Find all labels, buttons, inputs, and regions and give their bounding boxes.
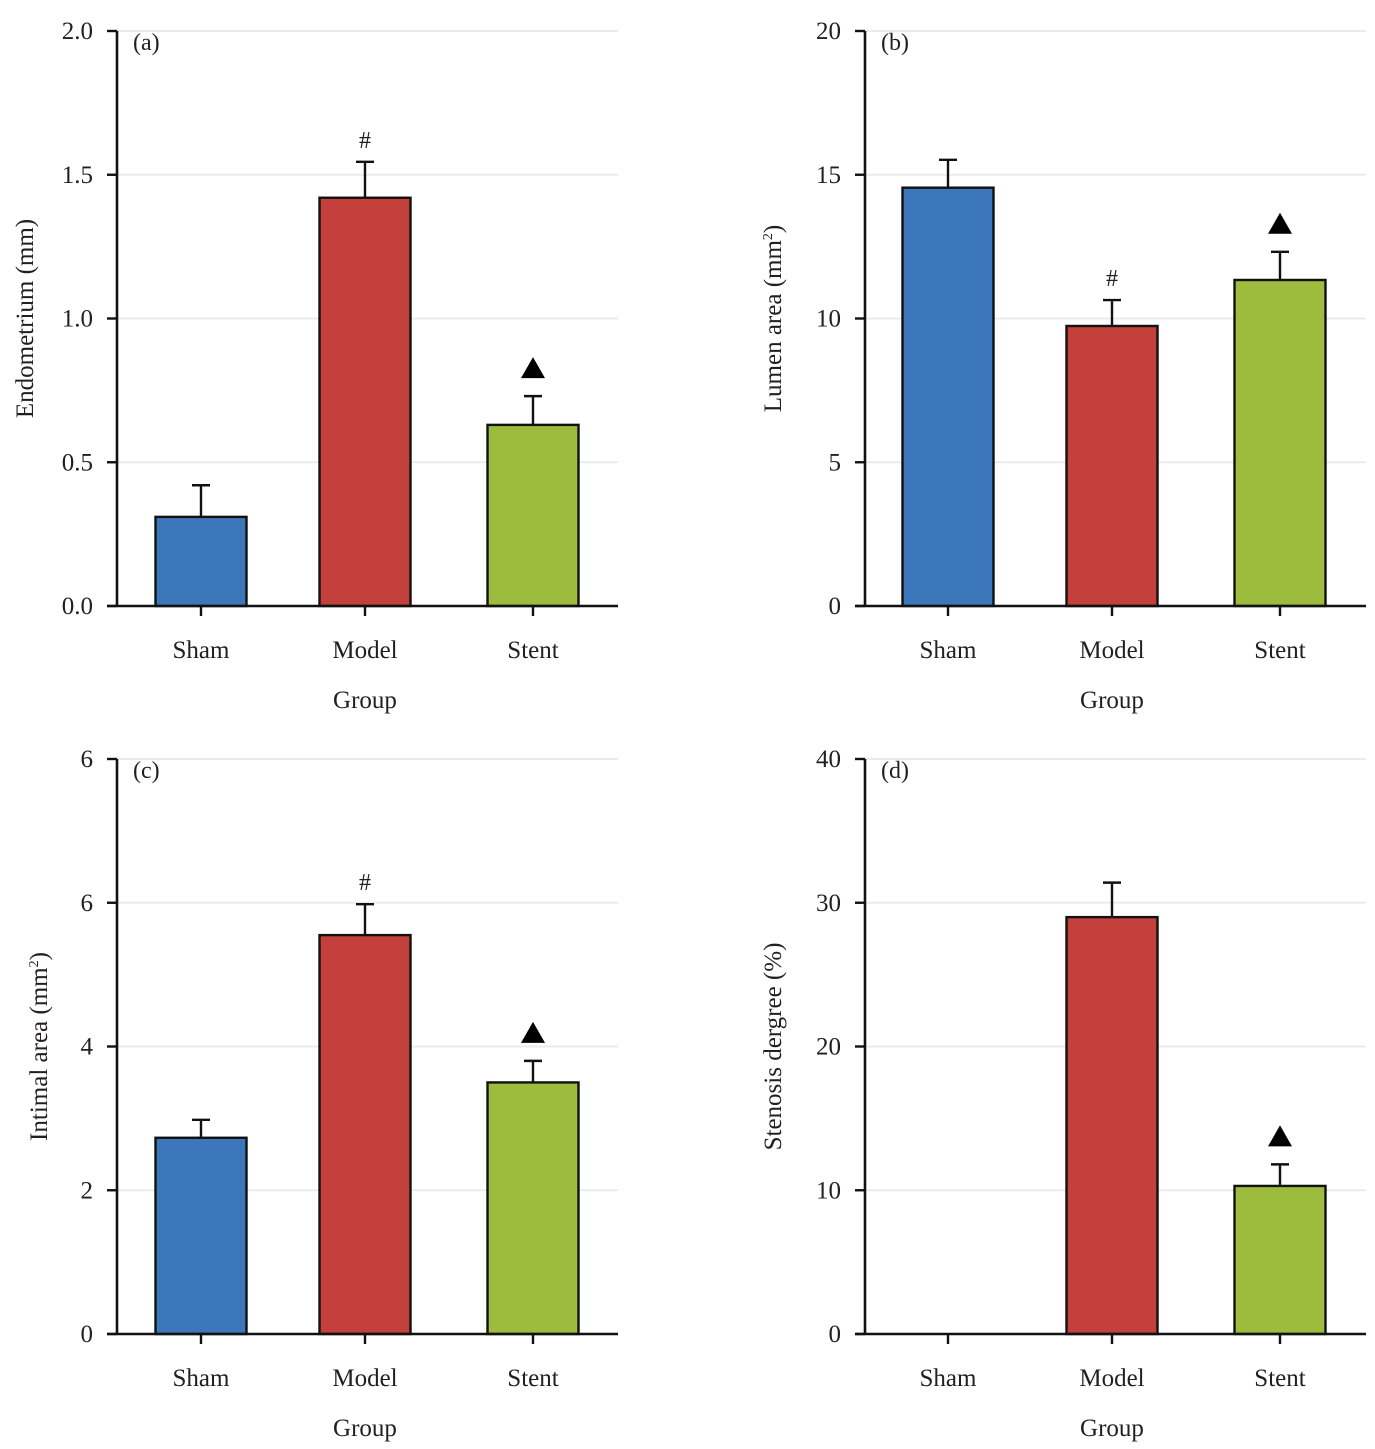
y-tick-label: 2 <box>81 1177 94 1204</box>
y-tick-label: 5 <box>829 449 842 476</box>
x-tick-label-sham: Sham <box>173 1365 231 1392</box>
axes: 0 2 4 6 6 Sham Model Stent <box>81 746 618 1392</box>
y-tick-label: 1.5 <box>62 162 93 189</box>
x-tick-label-stent: Stent <box>507 1365 558 1392</box>
chart-panel-c: #0 2 4 6 6 Sham Model Stent Group Intimal area (m… <box>26 746 618 1442</box>
significance-hash-model: # <box>1106 266 1118 292</box>
y-tick-label: 20 <box>816 1034 841 1061</box>
y-tick-label: 0.0 <box>62 593 93 620</box>
y-tick-label: 0 <box>81 1321 94 1348</box>
bars: # <box>154 870 580 1336</box>
y-tick-label: 4 <box>81 1034 94 1061</box>
y-axis-title-superscript: 2 <box>27 960 42 967</box>
y-tick-label: 6 <box>81 890 94 917</box>
panel-letter: (a) <box>133 30 160 56</box>
y-tick-label: 20 <box>816 18 841 45</box>
y-tick-label: 1.0 <box>62 306 93 333</box>
y-axis-title-main: Lumen area (mm <box>760 240 787 413</box>
axes: 0 5 10 15 20 Sham Model Stent <box>816 18 1366 664</box>
y-tick-label: 30 <box>816 890 841 917</box>
bar-stent <box>486 1081 580 1336</box>
y-tick-label: 10 <box>816 306 841 333</box>
y-tick-label: 10 <box>816 1177 841 1204</box>
x-tick-label-model: Model <box>1079 637 1144 664</box>
bar-sham <box>901 186 995 608</box>
x-tick-label-sham: Sham <box>920 1365 978 1392</box>
y-axis-title: Lumen area (mm2) <box>760 225 787 412</box>
x-axis-title: Group <box>1080 1415 1144 1442</box>
bar-model <box>318 196 412 608</box>
chart-panel-d: 0 10 20 30 40 Sham Model Stent Group Stenosis der… <box>760 746 1366 1442</box>
y-tick-label: 40 <box>816 746 841 773</box>
x-tick-label-sham: Sham <box>920 637 978 664</box>
bar-model <box>318 933 412 1336</box>
y-axis-title: Endometrium (mm) <box>12 219 39 418</box>
significance-triangle-icon-stent <box>1268 212 1292 234</box>
panel-letter: (c) <box>133 758 160 784</box>
x-axis-title: Group <box>1080 687 1144 714</box>
x-tick-label-sham: Sham <box>173 637 231 664</box>
x-tick-label-stent: Stent <box>1254 1365 1305 1392</box>
bar-model <box>1065 324 1159 608</box>
bar-stent <box>1233 278 1327 608</box>
significance-triangle-icon-stent <box>521 1021 545 1043</box>
y-tick-label: 6 <box>81 746 94 773</box>
y-axis-title-suffix: ) <box>26 952 53 960</box>
y-tick-label: 0 <box>829 1321 842 1348</box>
x-tick-label-model: Model <box>332 1365 397 1392</box>
bar-sham <box>154 1136 248 1336</box>
x-tick-label-stent: Stent <box>1254 637 1305 664</box>
panel-letter: (b) <box>881 30 909 56</box>
x-axis-title: Group <box>333 687 397 714</box>
y-axis-title: Stenosis dergree (%) <box>760 943 787 1151</box>
bar-stent <box>486 423 580 608</box>
bars: # <box>154 128 580 608</box>
y-axis-title-main: Stenosis dergree (%) <box>760 943 787 1151</box>
y-tick-label: 0 <box>829 593 842 620</box>
significance-triangle-icon-stent <box>521 357 545 379</box>
y-tick-label: 0.5 <box>62 449 93 476</box>
bars: # <box>901 158 1327 608</box>
y-axis-title-superscript: 2 <box>761 233 776 240</box>
significance-hash-model: # <box>359 870 371 896</box>
x-tick-label-model: Model <box>332 637 397 664</box>
y-tick-label: 2.0 <box>62 18 93 45</box>
axes: 0.0 0.5 1.0 1.5 2.0 Sham Model Stent <box>62 18 618 664</box>
bars <box>1065 881 1327 1336</box>
chart-panel-b: #0 5 10 15 20 Sham Model Stent Group Lumen area (… <box>760 18 1366 714</box>
y-axis-title-main: Intimal area (mm <box>26 967 53 1141</box>
significance-triangle-icon-stent <box>1268 1125 1292 1147</box>
y-axis-title-suffix: ) <box>760 225 787 233</box>
bar-model <box>1065 915 1159 1336</box>
bar-stent <box>1233 1184 1327 1336</box>
bar-sham <box>154 515 248 608</box>
y-axis-title: Intimal area (mm2) <box>26 952 53 1141</box>
chart-panel-a: #0.0 0.5 1.0 1.5 2.0 Sham Model Stent Group Endom… <box>12 18 618 714</box>
x-axis-title: Group <box>333 1415 397 1442</box>
axes: 0 10 20 30 40 Sham Model Stent <box>816 746 1366 1392</box>
x-tick-label-model: Model <box>1079 1365 1144 1392</box>
panel-letter: (d) <box>881 758 909 784</box>
y-tick-label: 15 <box>816 162 841 189</box>
y-axis-title-main: Endometrium (mm) <box>12 219 39 418</box>
x-tick-label-stent: Stent <box>507 637 558 664</box>
significance-hash-model: # <box>359 128 371 154</box>
